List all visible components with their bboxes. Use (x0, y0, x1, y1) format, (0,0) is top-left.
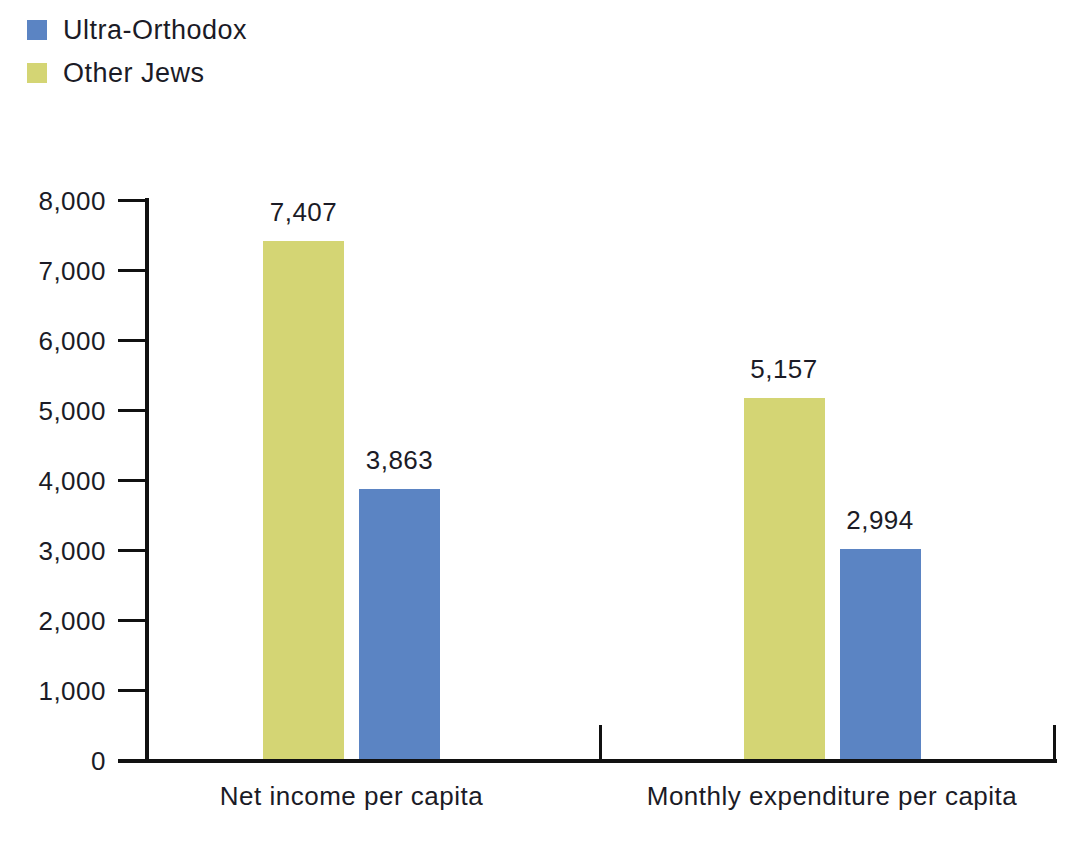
x-axis-category-label: Net income per capita (102, 781, 602, 811)
category-separator-tick (599, 725, 602, 759)
plot-area: 0 1,000 2,000 3,000 4,000 5,000 6,000 7,000 8,00… (0, 0, 1088, 844)
y-axis-tick-label: 3,000 (6, 536, 106, 566)
x-axis-category-label: Monthly expenditure per capita (582, 781, 1082, 811)
y-axis-tick (118, 619, 145, 622)
y-axis-tick (118, 549, 145, 552)
y-axis-tick (118, 759, 145, 762)
category-separator-tick (1053, 725, 1056, 759)
y-axis-tick (118, 339, 145, 342)
y-axis-tick-label: 1,000 (6, 676, 106, 706)
y-axis-tick-label: 4,000 (6, 466, 106, 496)
y-axis-tick (118, 689, 145, 692)
y-axis-tick-label: 0 (6, 746, 106, 776)
y-axis-tick-label: 8,000 (6, 186, 106, 216)
y-axis-tick-label: 2,000 (6, 606, 106, 636)
bar-chart-figure: Ultra-Orthodox Other Jews 01,0002,0003,0… (0, 0, 1088, 844)
y-axis-tick-label: 5,000 (6, 396, 106, 426)
bar-other-jews (744, 398, 825, 759)
bar-ultra-orthodox (840, 549, 921, 759)
bar-value-label: 5,157 (704, 354, 864, 384)
y-axis-tick-label: 7,000 (6, 256, 106, 286)
x-axis-line (118, 759, 1057, 763)
bar-value-label: 7,407 (224, 197, 384, 227)
bar-other-jews (263, 241, 344, 759)
bar-value-label: 2,994 (800, 505, 960, 535)
y-axis-tick (118, 409, 145, 412)
y-axis-tick-label: 6,000 (6, 326, 106, 356)
y-axis-line (145, 198, 149, 762)
y-axis-tick (118, 269, 145, 272)
bar-ultra-orthodox (359, 489, 440, 759)
y-axis-tick (118, 199, 145, 202)
bar-value-label: 3,863 (320, 445, 480, 475)
y-axis-tick (118, 479, 145, 482)
